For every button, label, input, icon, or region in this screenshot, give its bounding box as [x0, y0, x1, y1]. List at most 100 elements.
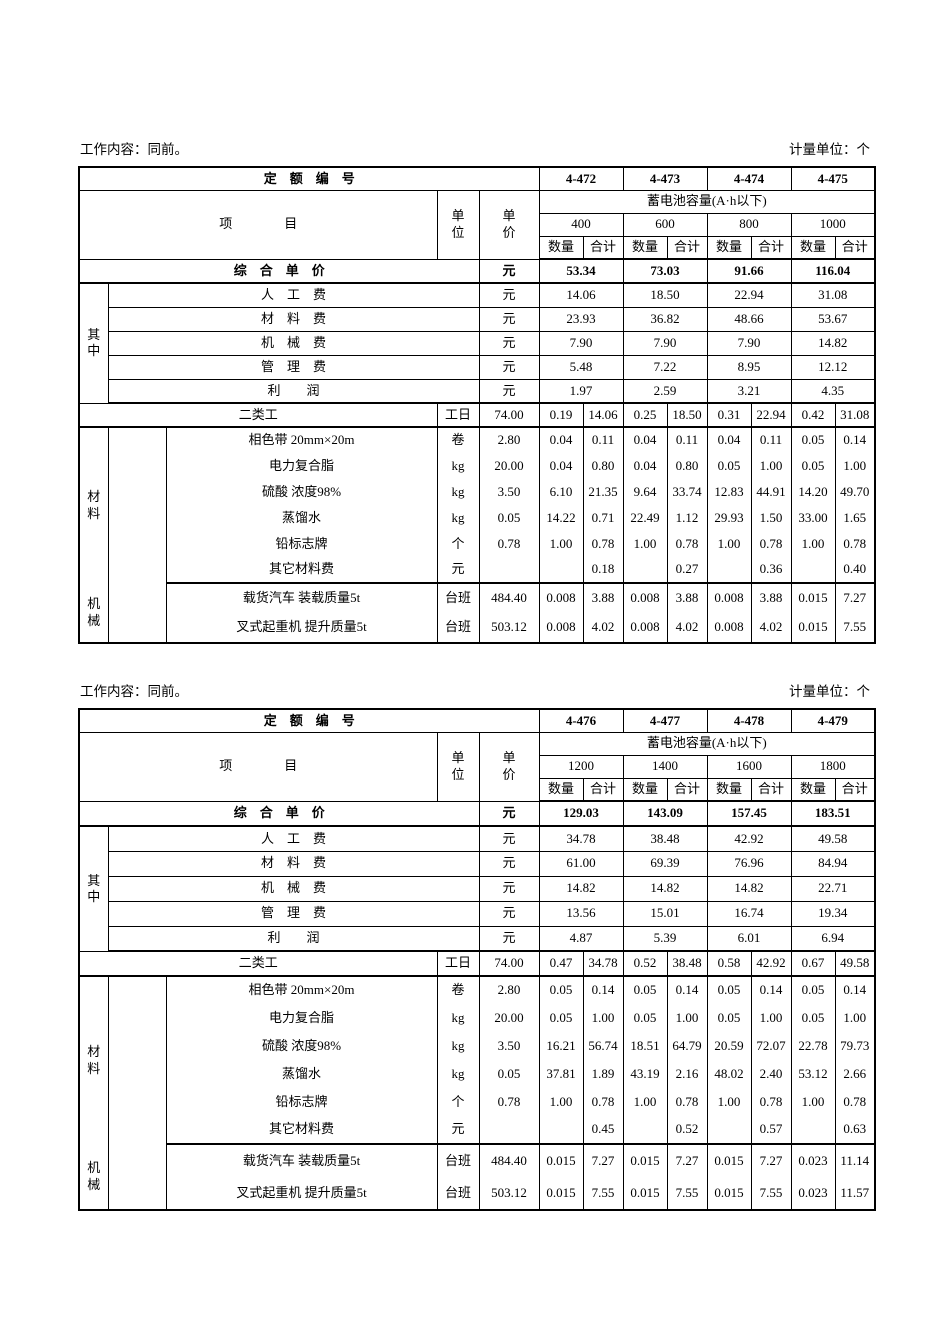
composite-price-value: 143.09: [622, 801, 708, 827]
machine-total: 11.57: [834, 1177, 876, 1210]
material-total: 0.14: [582, 976, 624, 1004]
material-name: 相色带 20mm×20m: [165, 976, 438, 1004]
fee-value: 22.94: [706, 283, 792, 308]
machine-total: 7.27: [582, 1144, 624, 1177]
material-total: 0.78: [582, 531, 624, 557]
material-qty: 0.05: [538, 976, 584, 1004]
material-unit-price: [478, 1116, 540, 1145]
machine-unit-price: 503.12: [478, 1177, 540, 1210]
labor-total: 18.50: [666, 403, 708, 428]
capacity-value: 400: [538, 213, 624, 237]
unit-column-header: 单 位: [436, 190, 480, 260]
labor-total: 49.58: [834, 951, 876, 977]
quota-number-row: 定 额 编 号 4-472 4-473 4-474 4-475: [78, 167, 876, 191]
qty-header: 数量: [706, 236, 752, 260]
fee-unit: 元: [478, 355, 540, 380]
machine-qty: 0.008: [706, 583, 752, 613]
fee-label: 材 料 费: [107, 851, 480, 877]
material-qty: 0.05: [622, 1004, 668, 1032]
material-qty: 0.04: [706, 427, 752, 453]
fee-value: 48.66: [706, 307, 792, 332]
material-name: 相色带 20mm×20m: [165, 427, 438, 453]
fee-value: 14.82: [790, 331, 876, 356]
fee-value: 1.97: [538, 379, 624, 404]
material-name: 铅标志牌: [165, 1088, 438, 1116]
material-qty: [538, 557, 584, 584]
labor-qty: 0.52: [622, 951, 668, 977]
material-name: 硫酸 浓度98%: [165, 479, 438, 505]
machine-row: 叉式起重机 提升质量5t 台班 503.12 0.015 7.55 0.015 …: [79, 1177, 876, 1210]
document-page: 工作内容：同前。 计量单位：个 定 额 编 号 4-472 4-473 4-47…: [78, 0, 877, 1211]
fee-unit: 元: [478, 331, 540, 356]
labor-unit-price: 74.00: [478, 403, 540, 428]
material-row: 材 料 相色带 20mm×20m 卷 2.80 0.04 0.11 0.04 0…: [78, 427, 876, 583]
composite-price-unit: 元: [478, 259, 540, 284]
fee-value: 5.39: [622, 926, 708, 952]
composite-price-value: 53.34: [538, 259, 624, 284]
material-total: 2.66: [834, 1060, 876, 1088]
project-header: 项 目: [78, 190, 438, 260]
material-unit: 元: [436, 1116, 480, 1145]
header-row-capacities: 400 600 800 1000: [79, 213, 876, 237]
fee-value: 15.01: [622, 901, 708, 927]
material-qty: 22.49: [622, 505, 668, 531]
material-unit-price: 2.80: [478, 427, 540, 453]
material-unit: 元: [436, 557, 480, 584]
machine-qty: 0.015: [706, 1177, 752, 1210]
quota-number: 4-472: [538, 167, 624, 191]
material-row: 其它材料费 元 0.18 0.27 0.36 0.40: [79, 557, 876, 584]
material-unit-price: [478, 557, 540, 584]
fee-value: 7.90: [622, 331, 708, 356]
material-total: 0.52: [666, 1116, 708, 1145]
fee-unit: 元: [478, 826, 540, 852]
capacity-value: 1000: [790, 213, 876, 237]
material-total: 0.14: [750, 976, 792, 1004]
material-total: 1.65: [834, 505, 876, 531]
machine-unit-price: 503.12: [478, 613, 540, 643]
material-qty: 1.00: [706, 531, 752, 557]
fee-value: 6.01: [706, 926, 792, 952]
labor-total: 42.92: [750, 951, 792, 977]
material-total: 72.07: [750, 1032, 792, 1060]
material-total: 0.78: [834, 1088, 876, 1116]
material-qty: 16.21: [538, 1032, 584, 1060]
material-row: 电力复合脂 kg 20.00 0.05 1.00 0.05 1.00 0.05 …: [79, 1004, 876, 1032]
material-unit: 卷: [436, 427, 480, 453]
machine-total: 7.55: [582, 1177, 624, 1210]
material-unit: 卷: [436, 976, 480, 1004]
material-total: 0.71: [582, 505, 624, 531]
quota-number: 4-479: [790, 709, 876, 733]
material-name: 其它材料费: [165, 1116, 438, 1145]
material-qty: 0.04: [538, 427, 584, 453]
labor-unit-price: 74.00: [478, 951, 540, 977]
fee-value: 53.67: [790, 307, 876, 332]
machine-total: 4.02: [750, 613, 792, 643]
material-total: 0.36: [750, 557, 792, 584]
material-total: 0.78: [834, 531, 876, 557]
material-unit-price: 3.50: [478, 1032, 540, 1060]
material-unit: kg: [436, 1060, 480, 1088]
material-total: 0.14: [834, 427, 876, 453]
qty-header: 数量: [538, 236, 584, 260]
material-unit-price: 0.05: [478, 1060, 540, 1088]
machine-qty: 0.015: [790, 583, 836, 613]
material-name: 蒸馏水: [165, 505, 438, 531]
machine-total: 4.02: [666, 613, 708, 643]
material-unit-price: 3.50: [478, 479, 540, 505]
fee-value: 14.82: [622, 876, 708, 902]
quota-number: 4-478: [706, 709, 792, 733]
fee-value: 16.74: [706, 901, 792, 927]
material-qty: 12.83: [706, 479, 752, 505]
composite-price-label: 综 合 单 价: [78, 801, 480, 827]
quota-table: 定 额 编 号 4-476 4-477 4-478 4-479 项 目 单 位 …: [78, 708, 877, 1211]
fee-label: 机 械 费: [107, 876, 480, 902]
material-total: 0.27: [666, 557, 708, 584]
machine-qty: 0.015: [622, 1177, 668, 1210]
material-qty: 48.02: [706, 1060, 752, 1088]
quota-number: 4-476: [538, 709, 624, 733]
machine-name: 载货汽车 装载质量5t: [165, 583, 438, 613]
machine-unit-price: 484.40: [478, 583, 540, 613]
machine-total: 7.27: [750, 1144, 792, 1177]
fee-value: 5.48: [538, 355, 624, 380]
fee-value: 34.78: [538, 826, 624, 852]
